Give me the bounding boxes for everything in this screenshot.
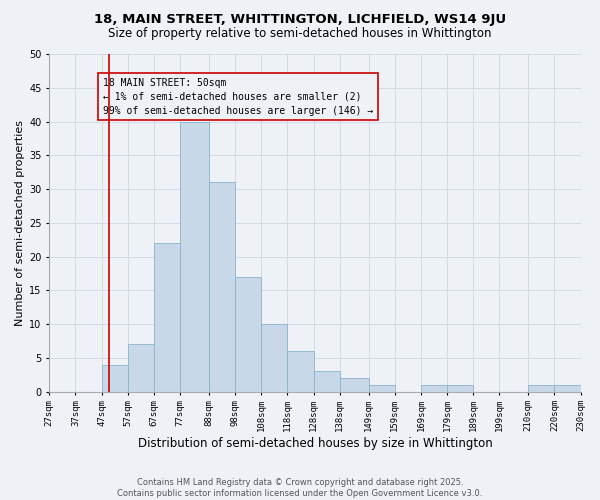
Bar [447,385,473,392]
Bar [101,364,128,392]
Bar [235,277,261,392]
Bar [209,182,235,392]
Bar [180,122,209,392]
Text: Contains HM Land Registry data © Crown copyright and database right 2025.
Contai: Contains HM Land Registry data © Crown c… [118,478,482,498]
Text: 18 MAIN STREET: 50sqm
← 1% of semi-detached houses are smaller (2)
99% of semi-d: 18 MAIN STREET: 50sqm ← 1% of semi-detac… [103,78,373,116]
Bar [554,385,581,392]
Bar [261,324,287,392]
X-axis label: Distribution of semi-detached houses by size in Whittington: Distribution of semi-detached houses by … [137,437,492,450]
Bar [154,243,180,392]
Bar [128,344,154,392]
Bar [368,385,395,392]
Bar [421,385,447,392]
Bar [287,351,314,392]
Y-axis label: Number of semi-detached properties: Number of semi-detached properties [15,120,25,326]
Bar [340,378,368,392]
Bar [314,372,340,392]
Text: 18, MAIN STREET, WHITTINGTON, LICHFIELD, WS14 9JU: 18, MAIN STREET, WHITTINGTON, LICHFIELD,… [94,12,506,26]
Text: Size of property relative to semi-detached houses in Whittington: Size of property relative to semi-detach… [108,28,492,40]
Bar [528,385,554,392]
